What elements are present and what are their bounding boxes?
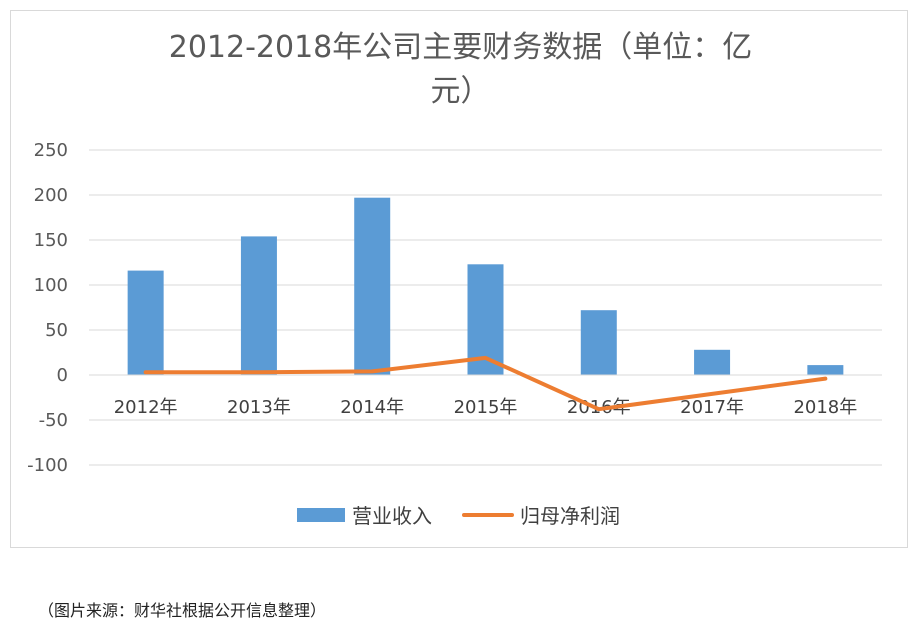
bar-revenue [580,310,617,375]
chart-title-line-2: 元） [430,74,491,109]
legend-label-net-profit: 归母净利润 [520,504,620,528]
chart-title: 2012-2018年公司主要财务数据（单位：亿 元） [0,26,921,114]
y-tick-label: 250 [34,140,68,161]
bar-revenue [694,349,731,375]
x-tick-label: 2014年 [340,397,404,418]
y-tick-label: 50 [45,320,68,341]
source-note: （图片来源：财华社根据公开信息整理） [38,601,327,620]
legend-label-revenue: 营业收入 [352,504,432,528]
bar-revenue [127,270,164,375]
y-tick-label: -100 [27,455,68,476]
y-tick-label: 0 [57,365,68,386]
y-tick-label: -50 [39,410,68,431]
bar-revenue [354,197,391,375]
y-tick-label: 100 [34,275,68,296]
chart-title-line-1: 2012-2018年公司主要财务数据（单位：亿 [168,30,753,65]
x-tick-label: 2018年 [793,397,857,418]
x-tick-label: 2013年 [227,397,291,418]
x-tick-label: 2017年 [680,397,744,418]
bar-revenue [807,365,844,375]
x-tick-label: 2012年 [114,397,178,418]
y-tick-label: 200 [34,185,68,206]
y-tick-label: 150 [34,230,68,251]
bar-revenue [240,236,277,375]
x-tick-label: 2015年 [454,397,518,418]
legend-swatch-revenue [297,508,345,522]
